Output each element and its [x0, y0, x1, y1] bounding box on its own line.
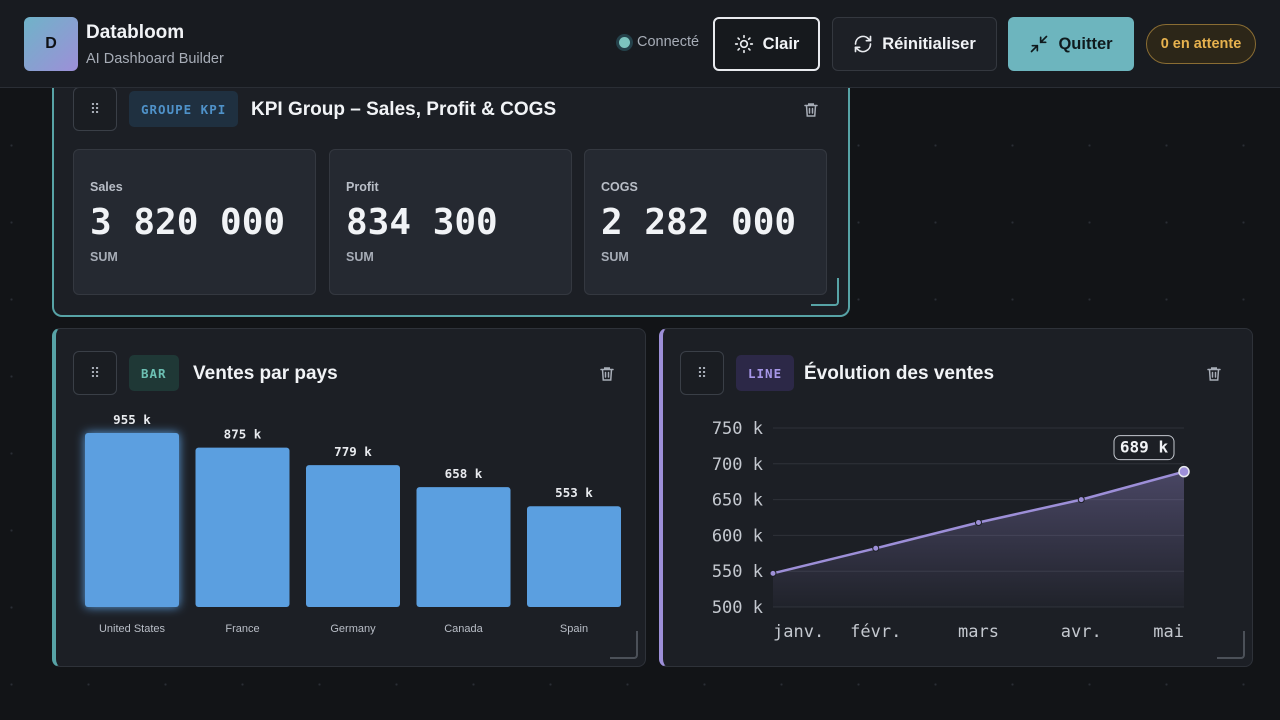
bar-value-label: 658 k [445, 466, 483, 481]
resize-handle-icon[interactable] [610, 631, 638, 659]
y-tick-label: 750 k [712, 419, 763, 439]
data-point [769, 569, 777, 577]
drag-handle-icon[interactable]: ⠿ [73, 351, 117, 395]
quit-button[interactable]: Quitter [1008, 17, 1134, 71]
last-value-label: 689 k [1120, 438, 1169, 457]
y-tick-label: 700 k [712, 455, 763, 475]
line-card-title: Évolution des ventes [804, 363, 995, 384]
kpi-value: 834 300 [346, 202, 498, 243]
kpi-label: Profit [346, 180, 379, 194]
refresh-icon [854, 35, 872, 53]
x-tick-label: févr. [850, 622, 901, 642]
x-tick-label: France [225, 623, 259, 635]
x-tick-label: avr. [1061, 622, 1102, 642]
bar-united-states [85, 433, 179, 607]
x-tick-label: United States [99, 623, 166, 635]
kpi-label: COGS [601, 180, 638, 194]
trash-icon[interactable] [1205, 365, 1223, 383]
bar-card-title: Ventes par pays [193, 363, 338, 384]
bar-chart: 955 k United States 875 k France 779 k German… [85, 412, 621, 635]
line-chart-card[interactable]: ⠿ LINE Évolution des ventes 500 k 550 k 60… [659, 328, 1253, 667]
kpi-label: Sales [90, 180, 123, 194]
data-point [872, 544, 880, 552]
kpi-sales: Sales 3 820 000 SUM [73, 149, 316, 295]
bar-value-label: 875 k [224, 427, 262, 442]
status-label: Connecté [637, 34, 700, 50]
kpi-value: 3 820 000 [90, 202, 286, 243]
kpi-profit: Profit 834 300 SUM [329, 149, 572, 295]
bar-tag: BAR [129, 355, 179, 391]
kpi-aggregation: SUM [90, 250, 118, 264]
light-theme-button[interactable]: Clair [713, 17, 820, 71]
bar-canada [416, 487, 511, 607]
x-tick-label: mars [958, 622, 999, 642]
status-dot-icon [619, 36, 630, 48]
bar-value-label: 955 k [113, 412, 151, 427]
bar-spain [527, 506, 621, 607]
app-logo: D [24, 17, 78, 71]
kpi-cogs: COGS 2 282 000 SUM [584, 149, 827, 295]
line-tag: LINE [736, 355, 795, 391]
bar-value-label: 553 k [555, 485, 593, 500]
quit-label: Quitter [1058, 34, 1113, 53]
y-tick-label: 500 k [712, 598, 763, 618]
kpi-value: 2 282 000 [601, 202, 797, 243]
area-fill [773, 471, 1184, 607]
pending-badge: 0 en attente [1146, 24, 1256, 64]
y-tick-label: 650 k [712, 491, 763, 511]
connection-status: Connecté [619, 34, 699, 50]
bar-value-label: 779 k [334, 444, 372, 459]
kpi-aggregation: SUM [346, 250, 374, 264]
top-bar: D Databloom AI Dashboard Builder Connect… [0, 0, 1280, 88]
light-theme-label: Clair [762, 34, 800, 53]
sun-icon [734, 34, 753, 54]
reset-button[interactable]: Réinitialiser [832, 17, 997, 71]
x-tick-label: mai [1153, 622, 1184, 642]
x-tick-label: Spain [560, 623, 588, 635]
y-tick-label: 600 k [712, 526, 763, 546]
brand-name: Databloom [86, 22, 185, 43]
trash-icon[interactable] [802, 101, 820, 119]
kpi-aggregation: SUM [601, 250, 629, 264]
drag-handle-icon[interactable]: ⠿ [73, 87, 117, 131]
brand-subtitle: AI Dashboard Builder [86, 51, 224, 67]
drag-handle-icon[interactable]: ⠿ [680, 351, 724, 395]
bar-germany [306, 465, 400, 607]
resize-handle-icon[interactable] [811, 278, 839, 306]
reset-label: Réinitialiser [882, 34, 976, 53]
kpi-group-card[interactable]: ⠿ GROUPE KPI KPI Group – Sales, Profit &… [52, 70, 850, 317]
y-tick-label: 550 k [712, 562, 763, 582]
x-tick-label: Germany [330, 623, 376, 635]
x-tick-label: janv. [773, 622, 824, 642]
kpi-card-title: KPI Group – Sales, Profit & COGS [251, 99, 557, 120]
minimize-icon [1031, 35, 1048, 53]
last-value-box [1113, 435, 1175, 461]
data-point [1178, 465, 1190, 478]
x-tick-label: Canada [444, 623, 483, 635]
bar-chart-card[interactable]: ⠿ BAR Ventes par pays 955 k United States… [52, 328, 646, 667]
data-point [975, 519, 982, 527]
line-chart: 500 k 550 k 600 k 650 k 700 k 750 k janv. févr.… [712, 419, 1190, 642]
kpi-tag: GROUPE KPI [129, 91, 239, 127]
data-point [1077, 496, 1085, 504]
bar-france [195, 447, 290, 607]
resize-handle-icon[interactable] [1217, 631, 1245, 659]
trash-icon[interactable] [598, 365, 616, 383]
